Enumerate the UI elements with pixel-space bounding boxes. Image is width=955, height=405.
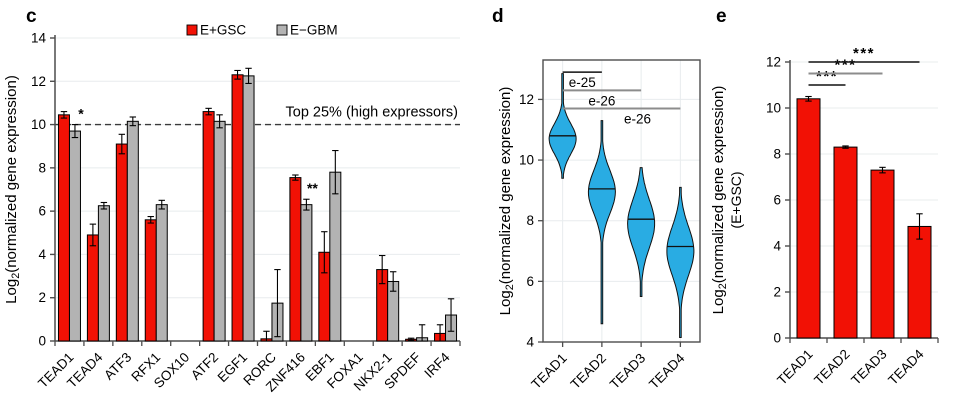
panel-c-chart: Top 25% (high expressors)02468101214TEAD… [3,23,461,395]
y-tick-label: 4 [773,239,781,254]
y-tick-label: 12 [519,92,534,107]
y-tick-label: 10 [519,153,534,168]
y-axis-label-c: Log2(normalized gene expression) [3,75,22,304]
x-tick-label: TEAD3 [607,351,648,392]
panel-c: c Top 25% (high expressors) 0 2 4 6 8 10 12 14 TE… [0,0,470,405]
violin-TEAD1 [548,73,577,179]
x-tick-label: TEAD1 [774,347,815,388]
panel-e: e 0 2 4 6 8 10 12 TEAD1 TEAD2 TEAD3 TEAD4 *** *** ***… [710,0,955,405]
plot-box [542,59,701,343]
sig-label: e-26 [588,93,615,108]
bar-ATF2-E+GSC [202,111,215,342]
panel-d: d 4 6 8 10 12 TEAD1 TEAD2 TEAD3 TEAD4 e-25 e-26 e-2… [470,0,710,405]
bar-TEAD4 [907,225,932,339]
y-tick-label: 12 [31,74,46,89]
x-tick-label: ATF3 [101,350,134,383]
bar-TEAD3 [870,169,895,339]
bar-TEAD1 [796,98,821,339]
bar-TEAD4-E+GSC [86,234,99,342]
legend-label: E−GBM [290,23,338,38]
y-tick-label: 12 [766,55,781,70]
y-axis-label-e-line2: (E+GSC) [728,171,744,228]
y-tick-label: 6 [773,193,781,208]
bar-EGF1-E+GSC [231,74,244,342]
sig-label: *** [816,68,838,85]
bar-RFX1-E+GSC [144,219,157,342]
x-tick-label: TEAD2 [811,347,852,388]
legend-swatch-red [186,24,198,36]
sig-label: *** [834,57,856,74]
y-axis-label-e: Log2(normalized gene expression) [710,86,729,315]
y-tick-label: 4 [526,335,534,350]
x-tick-label: TEAD1 [528,351,569,392]
bar-ZNF416-E−GBM [300,204,313,342]
bar-EBF1-E−GBM [329,171,342,342]
bar-TEAD1-E+GSC [57,114,70,342]
y-tick-label: 0 [773,331,781,346]
y-tick-label: 14 [31,31,47,46]
sig-label: e-26 [624,112,651,127]
y-tick-label: 2 [38,290,46,305]
panel-e-letter: e [716,6,727,27]
legend-swatch-gray [276,24,288,36]
x-tick-label: TEAD3 [848,347,889,388]
x-tick-label: TEAD4 [885,346,927,388]
sig-label: * [78,106,84,122]
y-tick-label: 10 [31,117,46,132]
x-tick-label: TEAD2 [568,351,609,392]
y-tick-label: 6 [526,274,534,289]
x-tick-label: ATF2 [188,350,221,383]
x-tick-label: IRF4 [421,349,453,381]
bar-ZNF416-E+GSC [289,177,302,342]
sig-label: *** [853,45,875,62]
bar-TEAD4-E−GBM [97,205,110,342]
violin-TEAD3 [627,167,656,297]
y-tick-label: 2 [773,285,781,300]
violin-TEAD4 [666,186,695,338]
bar-ATF2-E−GBM [213,120,226,342]
bar-ATF3-E−GBM [126,120,139,342]
panel-c-letter: c [26,6,37,27]
y-axis-label-d: Log2(normalized gene expression) [497,87,516,316]
bar-ATF3-E+GSC [115,143,128,342]
y-tick-label: 6 [38,204,46,219]
y-tick-label: 8 [773,147,781,162]
panel-e-chart: 024681012TEAD1TEAD2TEAD3TEAD4*********Lo… [710,45,939,388]
bar-TEAD1-E−GBM [68,130,81,342]
y-tick-label: 4 [38,247,46,262]
violin-TEAD2 [587,120,616,325]
bar-TEAD2 [833,146,858,339]
x-tick-label: TEAD4 [646,350,688,392]
bar-RFX1-E−GBM [155,204,168,342]
legend-label: E+GSC [200,23,246,38]
bar-EGF1-E−GBM [242,75,255,342]
y-tick-label: 10 [766,101,781,116]
sig-label: ** [307,180,318,196]
panel-d-letter: d [492,6,504,27]
sig-label: e-25 [569,75,596,90]
y-tick-label: 8 [526,213,534,228]
y-tick-label: 0 [38,334,46,349]
top25-annotation: Top 25% (high expressors) [286,105,458,121]
y-tick-label: 8 [38,160,46,175]
